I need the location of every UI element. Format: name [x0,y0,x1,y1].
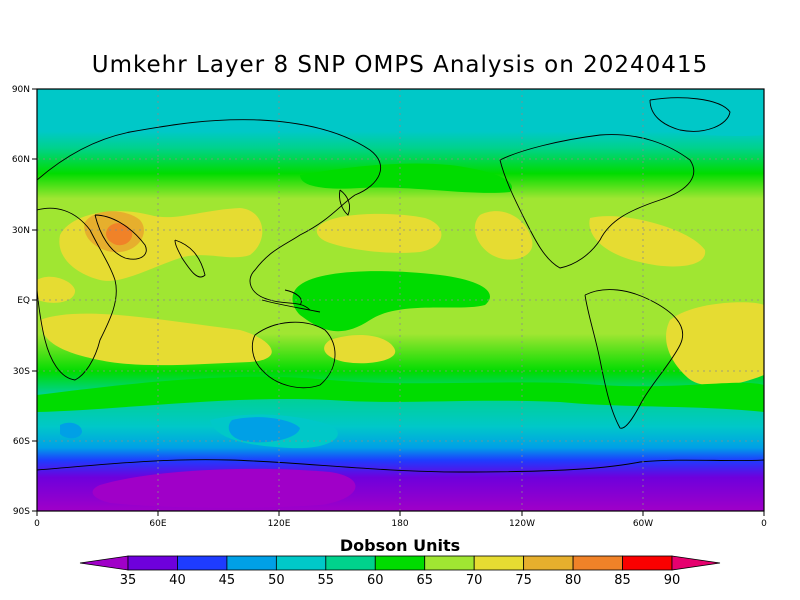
contour-65-north-pacific [300,163,512,193]
contour-70-75-south-pacific [324,335,396,364]
lon-label: 0 [34,519,40,529]
colorbar-swatch [572,555,623,571]
coast-europe-asia [37,119,382,311]
colorbar-tick-label: 35 [120,573,137,588]
lon-label: 120W [509,519,535,529]
contour-70-75-west-africa [37,276,76,303]
colorbar-tick-label: 60 [367,573,384,588]
lat-label: 90N [12,85,30,95]
contour-70-75-atlantic-north [589,216,706,267]
lon-label: 60E [149,519,166,529]
contour-65-southern-ring [37,376,764,412]
contour-85-arabia [106,223,133,246]
lat-labels: 90N 60N 30N EQ 30S 60S 90S [12,85,30,517]
colorbar-title: Dobson Units [339,536,461,555]
contour-70-75-pacific-north [316,213,442,253]
contour-55-arctic [37,89,764,137]
coastlines [37,97,764,473]
colorbar-swatch [424,555,475,571]
colorbar-lower-arrow [79,555,129,571]
lat-label: 30S [13,367,30,377]
colorbar-swatch [177,555,228,571]
coast-india [174,239,206,278]
colorbar-tick-label: 40 [169,573,186,588]
lat-label: 90S [13,507,30,517]
colorbar-swatch [523,555,574,571]
colorbar-tick-label: 80 [565,573,582,588]
axis-ticks [32,88,765,516]
colorbar-swatch [325,555,376,571]
coast-antarctica [37,459,764,473]
coast-arabia [94,214,147,260]
colorbar-swatch [473,555,525,571]
grid [37,89,764,511]
colorbar-swatch [275,555,327,571]
coast-greenland [649,97,731,132]
lat-label: 60N [12,155,30,165]
lon-label: 180 [391,519,408,529]
colorbar-tick-label: 70 [466,573,483,588]
colorbar-swatch [127,555,178,571]
lat-label: EQ [17,296,30,306]
colorbar-upper-arrow [671,555,721,571]
colorbar-swatch [374,555,426,571]
contour-70-75-east-pacific [474,211,533,260]
contour-65-equatorial-pacific [292,271,490,332]
lon-label: 60W [633,519,653,529]
colorbar: 35 40 45 50 55 60 65 70 75 80 85 90 [79,555,721,588]
colorbar-tick-label: 65 [416,573,433,588]
colorbar-tick-label: 75 [515,573,532,588]
colorbar-tick-label: 45 [219,573,236,588]
contour-70-75-indian-ocean [40,313,272,366]
lon-label: 120E [268,519,291,529]
coast-japan [339,189,351,216]
lon-labels: 0 60E 120E 180 120W 60W 0 [34,519,767,529]
colorbar-tick-label: 50 [268,573,285,588]
lat-label: 60S [13,437,30,447]
colorbar-tick-label: 85 [614,573,631,588]
lat-label: 30N [12,226,30,236]
colorbar-swatch [226,555,277,571]
contour-70-75-south-atlantic [666,302,764,386]
lon-label: 0 [761,519,767,529]
colorbar-tick-label: 90 [664,573,681,588]
map-title: Umkehr Layer 8 SNP OMPS Analysis on 2024… [91,52,709,78]
contour-50-south-indian-2 [228,417,300,443]
coast-australia [251,321,336,389]
colorbar-tick-label: 55 [318,573,335,588]
coast-indonesia [261,289,321,313]
contour-50-south-indian [60,422,82,439]
colorbar-swatch [622,555,673,571]
coast-africa [37,207,117,381]
coast-north-america [499,134,695,269]
